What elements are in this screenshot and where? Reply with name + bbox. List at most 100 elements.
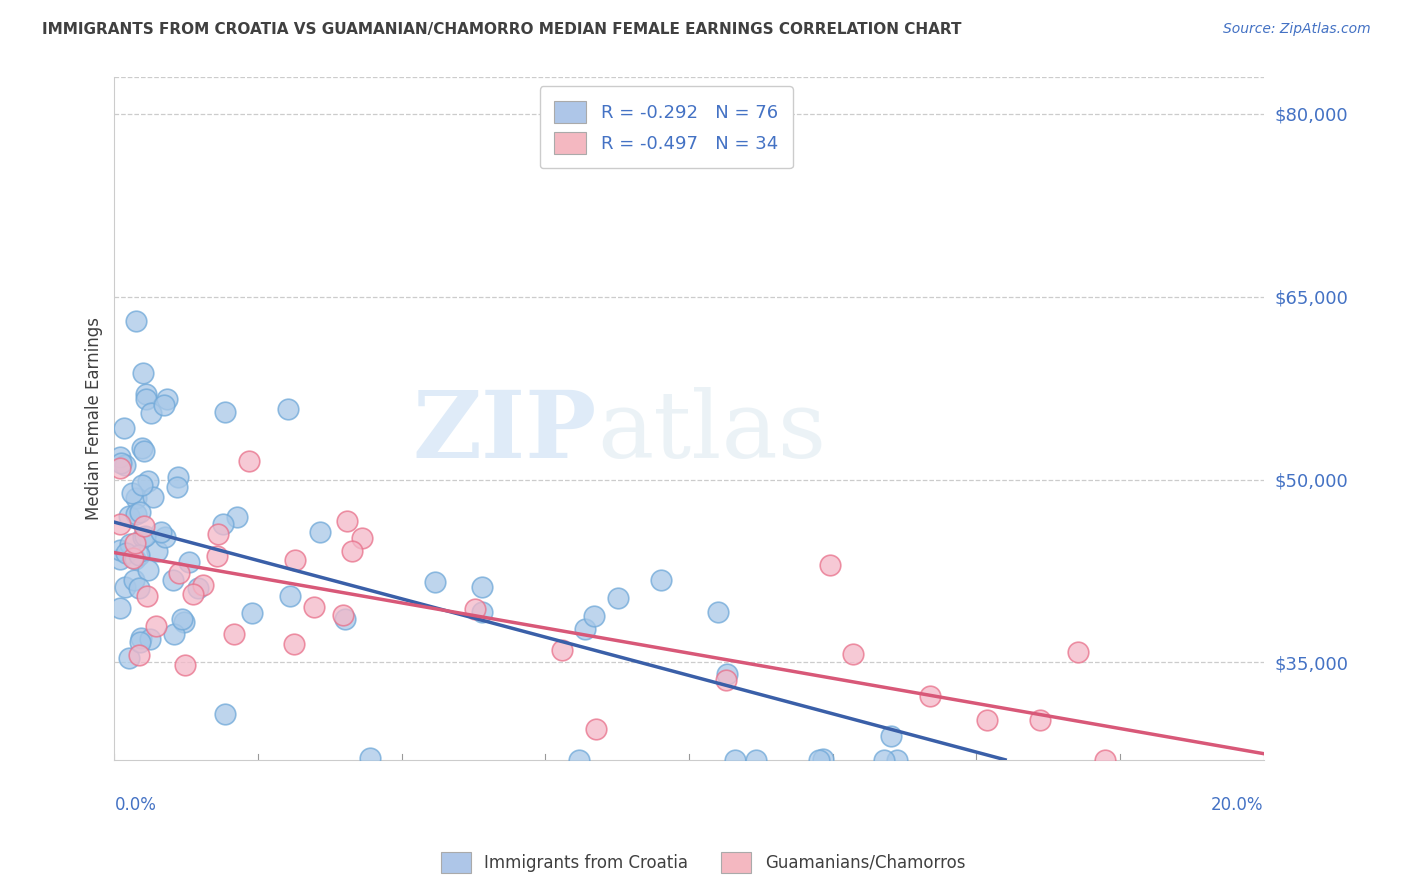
Point [122,550,145,565]
Point [304,600,326,615]
Point [278,590,301,604]
Point [170,612,193,626]
Point [745,753,768,767]
Point [108,461,131,475]
Point [128,581,150,595]
Point [138,564,160,578]
Point [585,722,607,736]
Point [131,478,153,492]
Point [125,491,148,505]
Legend: Immigrants from Croatia, Guamanians/Chamorros: Immigrants from Croatia, Guamanians/Cham… [434,846,972,880]
Point [352,531,374,545]
Point [112,421,135,435]
Point [142,490,165,504]
Point [145,544,167,558]
Text: atlas: atlas [598,387,827,477]
Point [108,542,131,557]
Point [174,657,197,672]
Point [650,573,672,587]
Point [139,632,162,647]
Point [124,536,146,550]
Point [134,443,156,458]
Point [149,525,172,540]
Point [309,525,332,540]
Point [114,580,136,594]
Text: IMMIGRANTS FROM CROATIA VS GUAMANIAN/CHAMORRO MEDIAN FEMALE EARNINGS CORRELATION: IMMIGRANTS FROM CROATIA VS GUAMANIAN/CHA… [42,22,962,37]
Point [115,546,138,560]
Point [114,458,136,473]
Point [129,505,152,519]
Point [333,612,356,626]
Point [124,573,146,587]
Point [841,647,863,661]
Point [283,637,305,651]
Point [131,441,153,455]
Point [124,507,146,521]
Point [129,632,152,646]
Point [135,387,157,401]
Legend: R = -0.292   N = 76, R = -0.497   N = 34: R = -0.292 N = 76, R = -0.497 N = 34 [540,87,793,169]
Point [920,689,942,703]
Point [818,558,841,572]
Point [152,398,174,412]
Text: ZIP: ZIP [413,387,598,477]
Point [156,392,179,406]
Point [155,530,177,544]
Point [207,526,229,541]
Point [976,713,998,727]
Point [284,553,307,567]
Point [110,456,132,470]
Point [886,753,908,767]
Point [714,673,737,687]
Point [471,580,494,594]
Point [162,627,184,641]
Point [214,405,236,419]
Point [340,544,363,558]
Point [121,485,143,500]
Point [226,510,249,524]
Point [108,516,131,531]
Point [132,519,155,533]
Point [135,589,157,603]
Point [224,626,246,640]
Text: Source: ZipAtlas.com: Source: ZipAtlas.com [1223,22,1371,37]
Point [873,753,896,767]
Point [108,450,131,464]
Point [807,753,830,767]
Point [166,480,188,494]
Point [1094,753,1116,767]
Point [131,366,153,380]
Point [173,615,195,629]
Point [582,609,605,624]
Point [212,516,235,531]
Point [716,666,738,681]
Point [118,537,141,551]
Point [125,314,148,328]
Point [191,578,214,592]
Point [568,753,591,767]
Point [134,528,156,542]
Point [425,574,447,589]
Point [336,514,359,528]
Point [128,634,150,648]
Point [167,566,190,580]
Point [118,651,141,665]
Point [124,552,146,566]
Point [1067,645,1090,659]
Point [108,601,131,615]
Y-axis label: Median Female Earnings: Median Female Earnings [86,317,103,520]
Point [880,729,903,743]
Point [167,470,190,484]
Point [607,591,630,606]
Point [574,622,596,636]
Point [132,530,155,544]
Point [238,454,260,468]
Point [724,753,747,767]
Point [214,707,236,722]
Point [138,474,160,488]
Point [811,752,834,766]
Point [240,606,263,620]
Point [277,401,299,416]
Point [128,548,150,562]
Point [179,555,201,569]
